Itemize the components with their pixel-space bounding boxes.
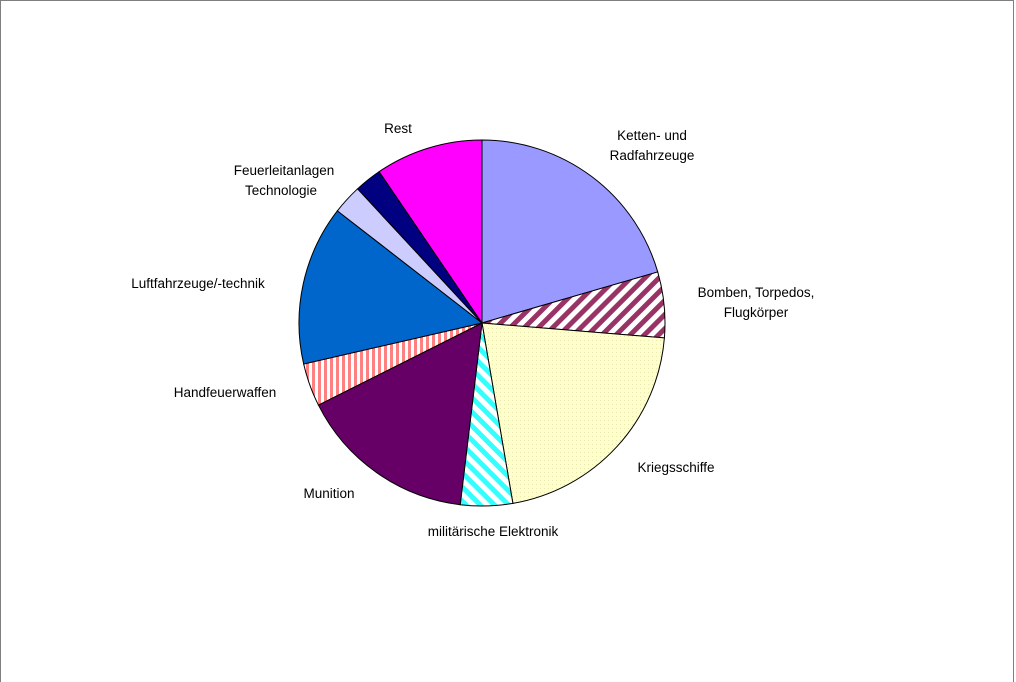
slice-label-technologie: Technologie	[245, 183, 317, 198]
pie-slice-rest	[378, 139, 483, 325]
pie-slice-luftfahrzeuge-technik	[298, 210, 484, 365]
pie-slice-kriegsschiffe	[481, 322, 665, 504]
slice-label-ketten-und-radfahrzeuge: Ketten- und Radfahrzeuge	[610, 128, 695, 163]
slice-label-bomben-torpedos-flugkörper: Bomben, Torpedos, Flugkörper	[698, 285, 815, 320]
pie-slice-ketten-und-radfahrzeuge	[481, 139, 659, 324]
slice-label-rest: Rest	[384, 121, 412, 136]
slice-label-munition: Munition	[303, 486, 354, 501]
slice-label-militärische-elektronik: militärische Elektronik	[428, 524, 559, 539]
pie-slice-munition	[317, 322, 483, 506]
slice-label-handfeuerwaffen: Handfeuerwaffen	[174, 385, 277, 400]
slice-label-luftfahrzeuge-technik: Luftfahrzeuge/-technik	[131, 276, 265, 291]
slice-label-kriegsschiffe: Kriegsschiffe	[637, 460, 714, 475]
slice-label-feuerleitanlagen: Feuerleitanlagen	[234, 163, 335, 178]
